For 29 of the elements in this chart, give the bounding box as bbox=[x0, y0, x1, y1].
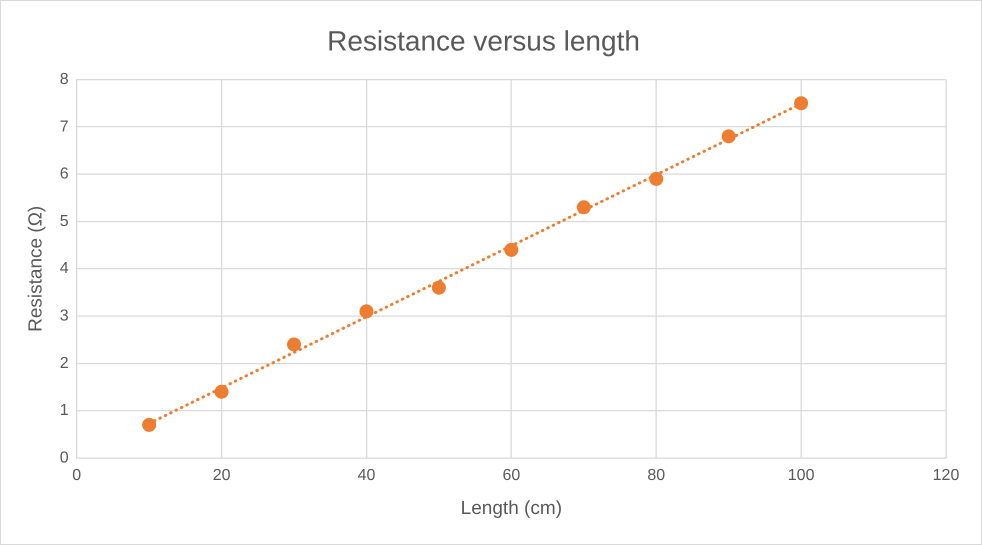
x-axis-title: Length (cm) bbox=[460, 498, 562, 519]
x-tick-label: 120 bbox=[932, 467, 960, 484]
y-tick-label: 3 bbox=[60, 308, 69, 325]
point bbox=[359, 304, 374, 318]
y-tick-label: 0 bbox=[60, 449, 69, 466]
x-tick-label: 20 bbox=[212, 467, 231, 484]
x-tick-label: 100 bbox=[788, 467, 815, 484]
point bbox=[287, 337, 302, 352]
y-tick-label: 7 bbox=[60, 118, 69, 136]
y-axis-title: Resistance (Ω) bbox=[26, 206, 47, 332]
y-tick-label: 8 bbox=[60, 71, 69, 88]
y-tick-label: 2 bbox=[60, 354, 69, 372]
point bbox=[214, 384, 229, 399]
point bbox=[432, 280, 446, 295]
point bbox=[504, 242, 518, 257]
y-tick-label: 1 bbox=[60, 402, 69, 420]
y-tick-label: 5 bbox=[60, 212, 69, 230]
point bbox=[649, 172, 664, 186]
y-tick-label: 4 bbox=[60, 260, 69, 278]
chart-title: Resistance versus length bbox=[327, 26, 640, 57]
y-tick-label: 6 bbox=[60, 166, 69, 183]
point bbox=[142, 418, 156, 432]
x-tick-label: 60 bbox=[502, 467, 520, 484]
x-tick-label: 0 bbox=[72, 467, 82, 484]
x-tick-label: 40 bbox=[358, 467, 376, 484]
point bbox=[722, 129, 736, 144]
point bbox=[576, 200, 591, 214]
point bbox=[794, 96, 808, 110]
x-tick-label: 80 bbox=[647, 467, 666, 484]
